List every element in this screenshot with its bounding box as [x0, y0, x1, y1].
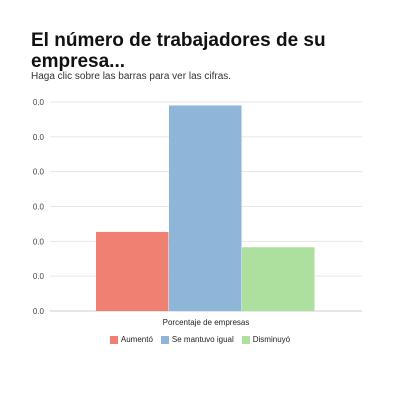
legend-item[interactable]: Se mantuvo igual [160, 335, 234, 344]
legend-swatch [241, 335, 250, 344]
bar-3[interactable] [242, 247, 315, 311]
x-axis-label: Porcentaje de empresas [163, 318, 250, 327]
y-tick-label: 0.0 [33, 237, 45, 246]
y-tick-label: 0.0 [33, 307, 45, 316]
bars [96, 105, 315, 311]
bar-1[interactable] [96, 231, 169, 311]
bar-2[interactable] [169, 105, 242, 311]
y-tick-label: 0.0 [33, 203, 45, 212]
legend: Aumentó Se mantuvo igual Disminuyó [0, 335, 400, 344]
legend-label: Aumentó [120, 335, 153, 344]
y-tick-label: 0.0 [33, 98, 45, 107]
legend-label: Disminuyó [252, 335, 291, 344]
legend-swatch [160, 335, 169, 344]
y-axis-ticks: 0.0 0.0 0.0 0.0 0.0 0.0 0.0 [33, 98, 45, 316]
y-tick-label: 0.0 [33, 168, 45, 177]
y-tick-label: 0.0 [33, 272, 45, 281]
chart-title: El número de trabajadores de su empresa.… [31, 30, 326, 72]
y-tick-label: 0.0 [33, 133, 45, 142]
legend-swatch [109, 335, 118, 344]
chart-subtitle: Haga clic sobre las barras para ver las … [31, 71, 232, 82]
legend-item[interactable]: Disminuyó [241, 335, 291, 344]
legend-label: Se mantuvo igual [171, 335, 234, 344]
legend-item[interactable]: Aumentó [109, 335, 153, 344]
